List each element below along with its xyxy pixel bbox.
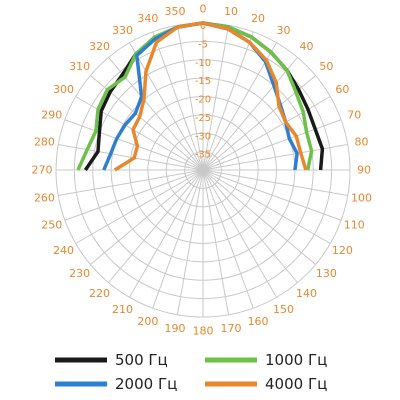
grid-spoke — [58, 143, 204, 171]
angle-tick-label: 50 — [319, 60, 333, 73]
legend-label: 500 Гц — [115, 351, 168, 369]
angle-tick-label: 20 — [251, 12, 265, 25]
angle-tick-label: 0 — [200, 3, 207, 16]
angle-tick-label: 310 — [69, 60, 90, 73]
angle-tick-label: 10 — [224, 5, 238, 18]
angle-tick-label: 230 — [69, 267, 90, 280]
angle-tick-label: 180 — [193, 325, 214, 338]
legend-item: 1000 Гц — [205, 351, 327, 369]
series-line-4 — [113, 21, 308, 172]
grid-spoke — [176, 169, 204, 315]
grid-spoke — [64, 169, 204, 221]
grid-spoke — [202, 169, 298, 283]
angle-tick-label: 120 — [332, 244, 353, 257]
angle-tick-label: 200 — [137, 315, 158, 328]
angle-tick-label: 340 — [137, 12, 158, 25]
legend-item: 500 Гц — [55, 351, 168, 369]
radial-tick-label: -20 — [195, 95, 211, 106]
legend-item: 4000 Гц — [205, 375, 327, 393]
angle-tick-label: 330 — [112, 24, 133, 37]
angle-tick-label: 270 — [32, 164, 53, 177]
angle-tick-label: 190 — [165, 322, 186, 335]
angle-tick-label: 170 — [220, 322, 241, 335]
legend-label: 1000 Гц — [265, 351, 327, 369]
legend-label: 4000 Гц — [265, 375, 327, 393]
angle-tick-label: 240 — [53, 244, 74, 257]
grid-spoke — [202, 169, 331, 244]
angle-tick-label: 90 — [357, 164, 371, 177]
grid-spoke — [202, 169, 316, 265]
radial-tick-labels: 0 -5 -10 -15 -20 -25 -30 -35 — [195, 21, 211, 161]
grid-spoke — [64, 119, 204, 171]
legend-item: 2000 Гц — [55, 375, 177, 393]
angle-tick-label: 130 — [316, 267, 337, 280]
radial-tick-label: -15 — [195, 76, 211, 87]
angle-tick-label: 260 — [34, 191, 55, 204]
grid-spoke — [202, 25, 230, 171]
grid-spoke — [75, 169, 204, 244]
grid-spoke — [202, 169, 254, 309]
grid-spoke — [202, 169, 348, 197]
grid-spoke — [202, 169, 342, 221]
grid-spoke — [58, 169, 204, 197]
grid-spoke — [202, 169, 230, 315]
radial-tick-label: -35 — [195, 150, 211, 161]
legend-label: 2000 Гц — [115, 375, 177, 393]
angle-tick-label: 320 — [89, 40, 110, 53]
grid-spoke — [202, 169, 277, 298]
radial-tick-label: -25 — [195, 113, 211, 124]
angle-tick-label: 140 — [296, 287, 317, 300]
angle-tick-label: 150 — [273, 303, 294, 316]
angle-tick-label: 210 — [112, 303, 133, 316]
grid-spoke — [90, 169, 204, 265]
grid-spoke — [202, 31, 254, 171]
grid-spoke — [176, 25, 204, 171]
angle-tick-label: 300 — [53, 83, 74, 96]
grid-spoke — [129, 169, 204, 298]
angle-tick-label: 160 — [248, 315, 269, 328]
legend: 500 Гц 1000 Гц 2000 Гц 4000 Гц — [55, 351, 327, 393]
grid-spoke — [152, 169, 204, 309]
radial-tick-label: -30 — [195, 131, 211, 142]
grid-spoke — [202, 42, 277, 171]
grid-spoke — [152, 31, 204, 171]
angle-tick-label: 290 — [41, 108, 62, 121]
angle-tick-label: 110 — [344, 219, 365, 232]
angle-tick-label: 70 — [347, 108, 361, 121]
radial-tick-label: -5 — [198, 39, 208, 50]
grid-spoke — [202, 57, 298, 171]
radial-tick-label: 0 — [200, 21, 206, 32]
angle-tick-label: 30 — [277, 24, 291, 37]
radial-tick-label: -10 — [195, 58, 211, 69]
angle-tick-label: 350 — [165, 5, 186, 18]
angle-tick-label: 280 — [34, 136, 55, 149]
angle-tick-label: 100 — [351, 191, 372, 204]
grid-spoke — [202, 119, 342, 171]
grid-spoke — [129, 42, 204, 171]
angle-tick-label: 220 — [89, 287, 110, 300]
angle-tick-label: 250 — [41, 219, 62, 232]
angle-tick-label: 40 — [299, 40, 313, 53]
angle-tick-label: 60 — [335, 83, 349, 96]
series-lines — [76, 21, 325, 172]
grid-spoke — [108, 169, 204, 283]
angle-tick-label: 80 — [355, 136, 369, 149]
